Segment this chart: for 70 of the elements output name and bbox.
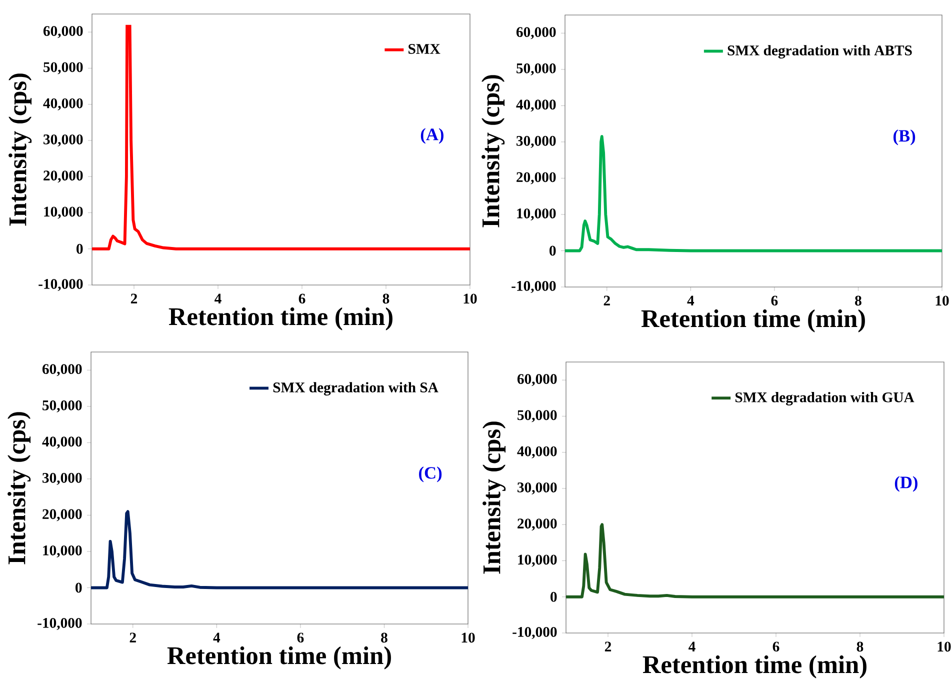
x-axis-title: Retention time (min) <box>642 655 866 678</box>
y-axis-title: Intensity (cps) <box>482 75 505 228</box>
y-tick-label: -10,000 <box>512 626 557 640</box>
y-axis-title: Intensity (cps) <box>8 412 31 564</box>
y-tick-label: 10,000 <box>44 206 83 219</box>
y-tick-label: 30,000 <box>42 472 82 485</box>
y-tick-label: 50,000 <box>44 62 83 74</box>
y-tick-label: 20,000 <box>518 518 557 531</box>
x-tick-label: 8 <box>856 642 864 652</box>
y-tick-label: 20,000 <box>516 172 556 184</box>
y-tick-label: 40,000 <box>42 436 82 449</box>
y-tick-label: -10,000 <box>512 280 556 294</box>
y-tick-label: -10,000 <box>38 618 82 630</box>
x-tick-label: 10 <box>936 296 949 306</box>
line-series <box>566 523 944 598</box>
x-tick-label: 6 <box>772 642 780 652</box>
annotation: (C) <box>419 466 442 482</box>
y-tick-label: 60,000 <box>517 374 557 386</box>
y-tick-label: 40,000 <box>43 98 83 110</box>
legend-label: SMX degradation with SA <box>273 382 438 396</box>
y-tick-label: -10,000 <box>38 278 83 292</box>
y-tick-label: 0 <box>76 582 82 593</box>
y-tick-label: 30,000 <box>518 482 557 494</box>
legend-label: SMX <box>408 44 440 54</box>
x-tick-label: 8 <box>855 296 862 306</box>
y-tick-label: 50,000 <box>42 400 82 412</box>
y-tick-label: 10,000 <box>518 554 557 567</box>
x-axis-title: Retention time (min) <box>168 307 392 330</box>
y-tick-label: 60,000 <box>516 27 556 40</box>
y-tick-label: 0 <box>550 246 556 256</box>
x-tick-label: 2 <box>130 294 138 304</box>
y-tick-label: 40,000 <box>516 100 556 112</box>
line-series <box>91 510 468 590</box>
x-tick-label: 6 <box>771 296 778 306</box>
y-tick-label: 0 <box>76 244 83 254</box>
y-tick-label: 30,000 <box>44 134 83 146</box>
y-tick-label: 40,000 <box>517 446 557 458</box>
x-tick-label: 2 <box>604 642 612 652</box>
y-tick-label: 10,000 <box>43 545 82 558</box>
y-tick-label: 20,000 <box>42 509 82 522</box>
y-tick-label: 0 <box>550 592 557 602</box>
y-tick-label: 60,000 <box>43 26 83 38</box>
y-tick-label: 20,000 <box>44 170 83 183</box>
annotation: (B) <box>894 130 916 146</box>
x-tick-label: 8 <box>382 294 390 304</box>
x-tick-label: 4 <box>687 296 694 306</box>
y-tick-label: 10,000 <box>517 208 556 220</box>
x-tick-label: 10 <box>938 642 951 652</box>
x-tick-label: 10 <box>464 294 477 304</box>
x-tick-label: 4 <box>214 294 222 304</box>
x-tick-label: 10 <box>462 632 475 643</box>
y-tick-label: 30,000 <box>516 136 556 148</box>
y-tick-label: 50,000 <box>518 410 557 422</box>
x-tick-label: 2 <box>130 632 136 642</box>
x-tick-label: 8 <box>381 632 388 643</box>
legend-label: SMX degradation with ABTS <box>728 45 912 58</box>
legend-label: SMX degradation with GUA <box>735 392 914 406</box>
x-tick-label: 2 <box>604 296 610 306</box>
x-tick-label: 4 <box>213 632 220 642</box>
x-tick-label: 6 <box>297 632 304 643</box>
y-tick-label: 60,000 <box>42 364 82 376</box>
x-tick-label: 6 <box>298 294 306 304</box>
x-axis-title: Retention time (min) <box>167 646 391 670</box>
annotation: (D) <box>894 476 918 492</box>
x-tick-label: 4 <box>688 642 696 652</box>
y-tick-label: 50,000 <box>516 63 556 76</box>
y-axis-title: Intensity (cps) <box>8 74 32 226</box>
x-axis-title: Retention time (min) <box>641 309 865 332</box>
annotation: (A) <box>420 128 444 144</box>
y-axis-title: Intensity (cps) <box>482 422 506 574</box>
